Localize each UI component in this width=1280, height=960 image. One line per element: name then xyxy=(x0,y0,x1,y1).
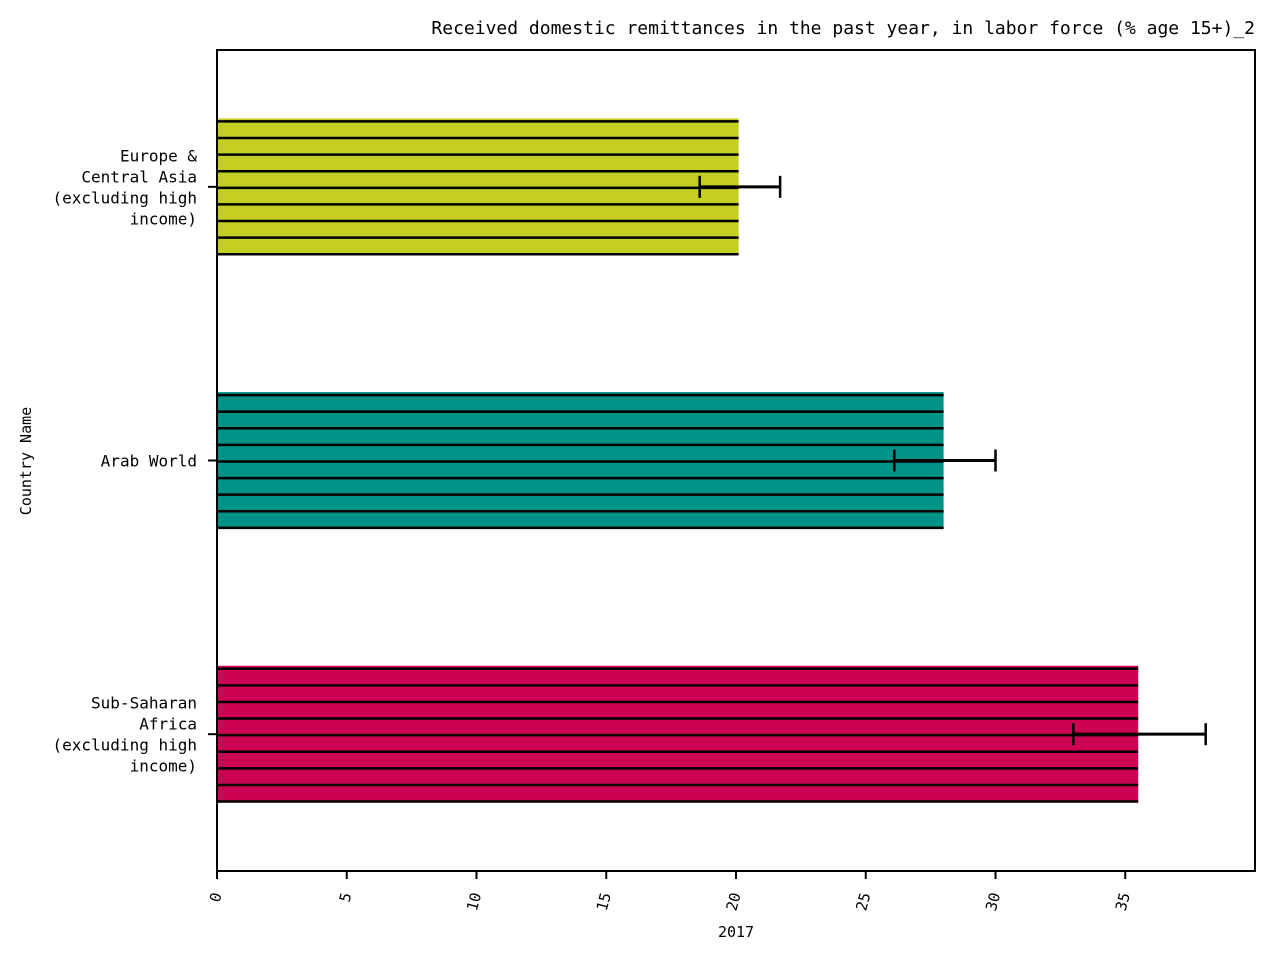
chart-title: Received domestic remittances in the pas… xyxy=(431,18,1255,39)
x-tick-label: 0 xyxy=(206,891,226,904)
y-axis-label: Country Name xyxy=(17,407,35,515)
x-tick-label: 20 xyxy=(723,891,745,913)
y-axis-ticks: Europe & Central Asia (excluding high incom… xyxy=(53,146,217,776)
x-tick-label: 10 xyxy=(463,891,485,913)
x-tick-label: 25 xyxy=(852,891,874,913)
x-tick-label: 15 xyxy=(593,891,615,913)
x-tick-label: 30 xyxy=(982,891,1004,913)
x-tick-label: 5 xyxy=(336,891,356,904)
x-tick-label: 35 xyxy=(1112,891,1134,913)
y-tick-label: Sub-Saharan Africa (excluding high income) xyxy=(53,694,198,776)
y-tick-label: Arab World xyxy=(101,452,197,471)
x-axis-ticks: 0 5 10 15 20 25 30 35 xyxy=(206,871,1134,913)
bars-group xyxy=(217,118,1139,803)
y-tick-label: Europe & Central Asia (excluding high incom… xyxy=(53,146,198,228)
x-axis-label: 2017 xyxy=(718,923,754,941)
error-bars-group xyxy=(698,175,1207,746)
